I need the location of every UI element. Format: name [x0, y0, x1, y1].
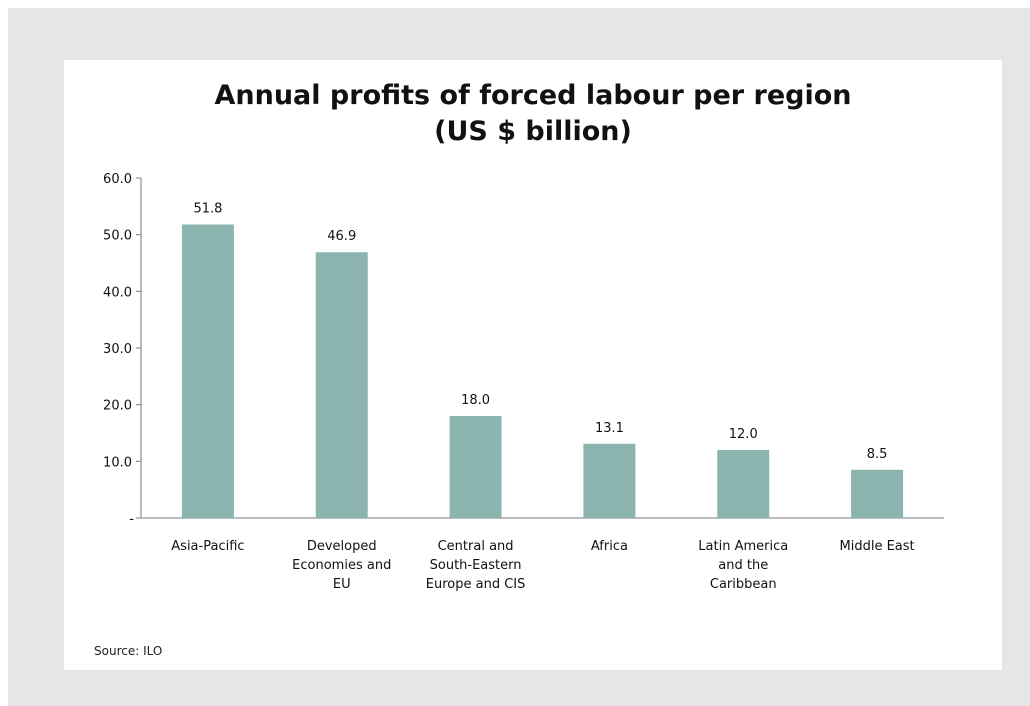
bar: [717, 450, 770, 518]
data-label: 46.9: [327, 229, 356, 244]
y-tick-label: 60.0: [103, 172, 132, 187]
x-category-label: Africa: [591, 539, 628, 554]
x-category-label: Developed: [307, 539, 377, 554]
x-category-label: Economies and: [292, 558, 391, 573]
x-category-label: Europe and CIS: [426, 577, 526, 592]
y-tick-label: 40.0: [103, 285, 132, 300]
bar-chart: - 10.0 20.0 30.0 40.0 50.0 60.0 51.8 Asia-Pacifi…: [103, 172, 944, 592]
data-label: 18.0: [461, 393, 490, 408]
chart-card: Annual profits of forced labour per regi…: [64, 60, 1002, 670]
y-tick-label: 30.0: [103, 342, 132, 357]
y-tick-label: 10.0: [103, 455, 132, 470]
bar: [181, 224, 234, 518]
x-category-label: Caribbean: [710, 577, 777, 592]
source-note: Source: ILO: [94, 644, 163, 658]
background-frame: Annual profits of forced labour per regi…: [8, 8, 1030, 706]
y-tick-label: -: [129, 512, 134, 527]
data-label: 13.1: [595, 421, 624, 436]
x-category-label: and the: [718, 558, 768, 573]
y-tick-label: 50.0: [103, 229, 132, 244]
bar: [851, 469, 904, 518]
data-label: 8.5: [867, 447, 888, 462]
y-tick-label: 20.0: [103, 399, 132, 414]
chart-title-line-1: Annual profits of forced labour per regi…: [214, 80, 852, 111]
bar: [449, 416, 502, 518]
chart-title-line-2: (US $ billion): [434, 116, 632, 147]
x-category-label: Middle East: [840, 539, 915, 554]
x-category-label: Central and: [438, 539, 514, 554]
x-category-label: South-Eastern: [430, 558, 522, 573]
x-category-label: Asia-Pacific: [171, 539, 244, 554]
data-label: 51.8: [193, 201, 222, 216]
chart-title: Annual profits of forced labour per regi…: [64, 78, 1002, 150]
bar: [583, 443, 636, 518]
data-label: 12.0: [729, 427, 758, 442]
x-category-label: Latin America: [698, 539, 788, 554]
bar: [315, 252, 368, 518]
x-category-label: EU: [333, 577, 351, 592]
